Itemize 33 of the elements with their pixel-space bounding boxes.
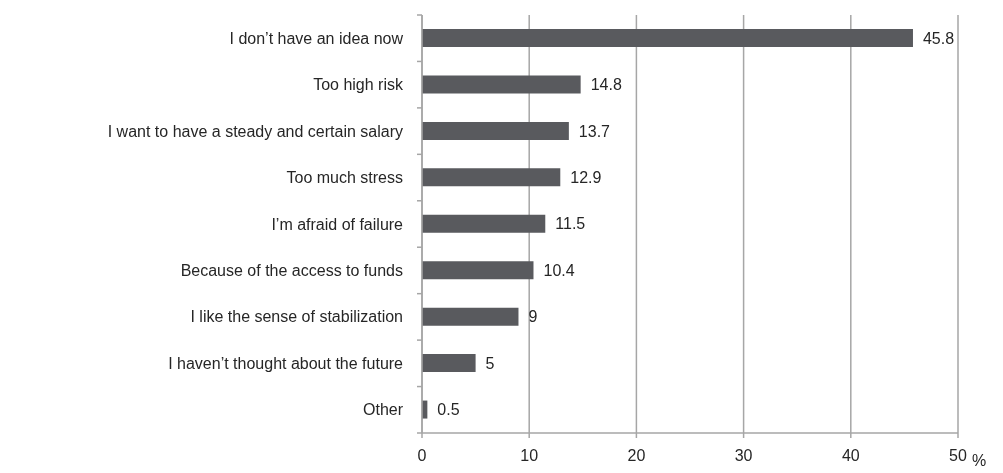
data-label: 9 — [528, 308, 538, 326]
y-tick-label: Because of the access to funds — [180, 262, 403, 280]
x-tick-label: 20 — [627, 447, 646, 465]
x-tick-label: 50 — [949, 447, 967, 465]
x-axis-title: % — [972, 451, 987, 469]
bar — [422, 354, 476, 373]
x-tick-label: 10 — [520, 447, 539, 465]
data-label: 13.7 — [578, 122, 611, 140]
y-tick-label: I don’t have an idea now — [229, 29, 404, 47]
data-label: 0.5 — [437, 401, 460, 419]
bar — [422, 121, 569, 140]
data-label: 45.8 — [922, 29, 955, 47]
data-label: 14.8 — [590, 76, 622, 94]
data-label: 10.4 — [543, 261, 575, 279]
y-tick-label: I like the sense of stabilization — [190, 308, 403, 326]
data-label: 11.5 — [555, 215, 586, 233]
y-tick-label: I haven’t thought about the future — [168, 354, 404, 372]
y-tick-label: I’m afraid of failure — [271, 215, 404, 233]
x-tick-label: 30 — [734, 447, 753, 465]
bar — [422, 168, 561, 187]
x-tick-label: 0 — [417, 447, 427, 465]
data-label: 5 — [485, 354, 495, 372]
bar — [422, 214, 546, 233]
bar — [422, 261, 534, 280]
y-tick-label: Other — [362, 401, 404, 419]
x-tick-label: 40 — [841, 447, 860, 465]
data-label: 12.9 — [570, 169, 602, 187]
bar — [422, 75, 581, 94]
bar — [422, 29, 913, 47]
y-tick-label: Too high risk — [313, 76, 404, 94]
bar — [422, 307, 519, 326]
y-tick-label: I want to have a steady and certain salary — [107, 122, 403, 140]
y-tick-label: Too much stress — [286, 169, 403, 187]
